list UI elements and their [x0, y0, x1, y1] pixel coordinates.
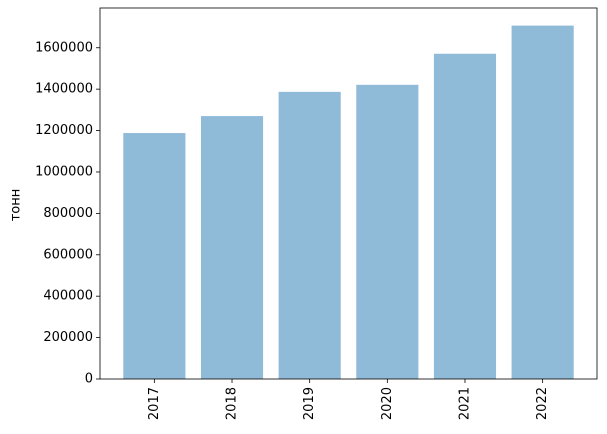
- bar: [511, 25, 574, 379]
- y-tick-label: 600000: [43, 247, 93, 262]
- y-tick-label: 0: [85, 372, 93, 387]
- y-tick-label: 1400000: [35, 82, 93, 97]
- x-tick-label: 2017: [147, 387, 162, 420]
- y-tick-label: 400000: [43, 289, 93, 304]
- x-tick-label: 2019: [302, 387, 317, 420]
- bar: [278, 91, 341, 379]
- x-tick-label: 2021: [457, 387, 472, 420]
- plot-frame: [99, 7, 598, 380]
- x-tick-label: 2020: [380, 387, 395, 420]
- y-tick-label: 1000000: [35, 164, 93, 179]
- y-tick-label: 200000: [43, 330, 93, 345]
- y-tick-label: 800000: [43, 206, 93, 221]
- y-axis-label: тонн: [9, 189, 24, 222]
- y-tick-label: 1200000: [35, 123, 93, 138]
- bar: [433, 53, 497, 379]
- x-tick-label: 2022: [535, 387, 550, 420]
- bar: [356, 84, 419, 379]
- x-tick-label: 2018: [225, 387, 240, 420]
- y-tick-label: 1600000: [35, 40, 93, 55]
- bar: [123, 133, 186, 379]
- bar: [200, 116, 264, 379]
